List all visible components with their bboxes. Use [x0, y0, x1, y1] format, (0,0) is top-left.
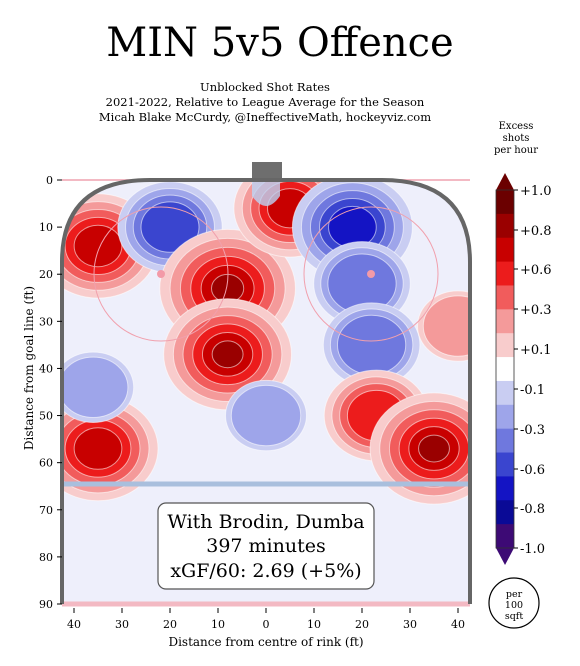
x-tick-label-6: 20	[355, 618, 369, 631]
info-box: With Brodin, Dumba 397 minutes xGF/60: 2…	[157, 502, 375, 590]
rink-markings	[60, 162, 472, 607]
hotspot-3-band-5	[211, 340, 244, 369]
colorbar-tick-label-7: -0.6	[520, 463, 545, 478]
colorbar-title-2: shots	[503, 133, 530, 144]
y-axis: 0 10 20 30 40 50 60 70 80 90	[39, 174, 62, 611]
hotspot-3	[163, 298, 293, 411]
y-axis-label: Distance from goal line (ft)	[22, 286, 36, 450]
x-axis: 40 30 20 10 0 10 20 30 40	[67, 608, 465, 631]
colorbar-tick-label-3: +0.3	[520, 303, 552, 318]
hotspot-7-band-2	[336, 314, 407, 376]
colorbar-band-5	[496, 309, 514, 334]
colorbar-min-arrow	[496, 548, 514, 565]
colorbar-tick-label-8: -0.8	[520, 502, 545, 517]
colorbar-band-1	[496, 213, 514, 239]
info-line-1: With Brodin, Dumba	[167, 511, 364, 533]
hotspot-11	[62, 351, 135, 423]
faceoff-circle-left	[93, 206, 229, 342]
info-line-2: 397 minutes	[206, 535, 326, 557]
y-tick-label-60: 60	[39, 457, 53, 470]
colorbar-band-0	[496, 190, 514, 215]
heatmap-layer	[62, 180, 470, 604]
colorbar: Excess shots per hour +1.0 +0.8 +0.6 +0.3 +0…	[494, 121, 552, 565]
hotspot-0	[62, 193, 159, 299]
goal-crease	[252, 180, 280, 206]
hotspot-0-band-4	[73, 224, 123, 268]
hotspot-7	[322, 302, 421, 388]
colorbar-band-6	[496, 333, 514, 358]
x-tick-label-4: 0	[263, 618, 270, 631]
goal-net	[252, 162, 282, 179]
y-tick-label-50: 50	[39, 410, 53, 423]
hotspot-1-band-3	[140, 201, 200, 253]
svg-text:per: per	[506, 589, 523, 600]
subtitle-line-3: Micah Blake McCurdy, @IneffectiveMath, h…	[99, 110, 431, 124]
rink-boards	[60, 178, 472, 604]
svg-text:100: 100	[505, 600, 523, 611]
subtitle-line-2: 2021-2022, Relative to League Average fo…	[106, 95, 425, 109]
x-tick-label-2: 20	[163, 618, 177, 631]
colorbar-band-7	[496, 357, 514, 382]
hotspot-13-band-1	[230, 384, 302, 447]
faceoff-dot-right	[367, 270, 375, 278]
colorbar-tick-label-6: -0.3	[520, 423, 545, 438]
y-tick-label-30: 30	[39, 315, 53, 328]
colorbar-tick-label-5: -0.1	[520, 383, 545, 398]
colorbar-band-10	[496, 428, 514, 454]
subtitle-line-1: Unblocked Shot Rates	[200, 80, 330, 94]
colorbar-max-arrow	[496, 173, 514, 190]
x-tick-label-0: 40	[67, 618, 81, 631]
colorbar-band-8	[496, 380, 514, 406]
x-tick-label-7: 30	[403, 618, 417, 631]
hotspot-13	[225, 379, 307, 452]
colorbar-title-1: Excess	[499, 121, 534, 132]
colorbar-frame	[495, 189, 515, 549]
colorbar-band-12	[496, 476, 514, 501]
hotspot-12	[417, 290, 470, 362]
x-tick-label-1: 30	[115, 618, 129, 631]
chart-title: MIN 5v5 Offence	[106, 20, 453, 66]
y-tick-label-70: 70	[39, 504, 53, 517]
colorbar-band-14	[496, 524, 514, 549]
hotspot-12-band-1	[422, 295, 470, 357]
y-tick-label-40: 40	[39, 362, 53, 375]
svg-text:sqft: sqft	[505, 611, 523, 622]
colorbar-tick-label-9: -1.0	[520, 542, 545, 557]
hotspot-10-band-5	[418, 434, 450, 463]
y-tick-label-0: 0	[46, 174, 53, 187]
x-tick-label-3: 10	[211, 618, 225, 631]
colorbar-title-3: per hour	[494, 145, 538, 156]
y-tick-label-10: 10	[39, 221, 53, 234]
hotspot-10	[369, 392, 470, 505]
colorbar-band-3	[496, 261, 514, 286]
faceoff-circle-right	[303, 206, 439, 342]
colorbar-band-13	[496, 500, 514, 525]
x-axis-label: Distance from centre of rink (ft)	[168, 635, 363, 649]
hotspot-11-band-1	[62, 356, 129, 418]
info-line-3: xGF/60: 2.69 (+5%)	[170, 560, 361, 582]
y-tick-label-80: 80	[39, 551, 53, 564]
x-tick-label-8: 40	[451, 618, 465, 631]
y-tick-label-20: 20	[39, 268, 53, 281]
hotspot-8-band-4	[73, 427, 123, 470]
colorbar-tick-label-0: +1.0	[520, 184, 552, 199]
hotspot-9	[323, 369, 430, 462]
y-tick-label-90: 90	[39, 598, 53, 611]
colorbar-band-11	[496, 452, 514, 477]
colorbar-band-9	[496, 404, 514, 430]
area-unit-badge: per 100 sqft	[488, 577, 540, 629]
faceoff-dot-left	[157, 270, 165, 278]
x-tick-label-5: 10	[307, 618, 321, 631]
colorbar-tick-label-1: +0.8	[520, 224, 552, 239]
colorbar-tick-label-4: +0.1	[520, 343, 552, 358]
colorbar-band-4	[496, 285, 514, 310]
colorbar-tick-label-2: +0.6	[520, 263, 552, 278]
colorbar-band-2	[496, 237, 514, 263]
